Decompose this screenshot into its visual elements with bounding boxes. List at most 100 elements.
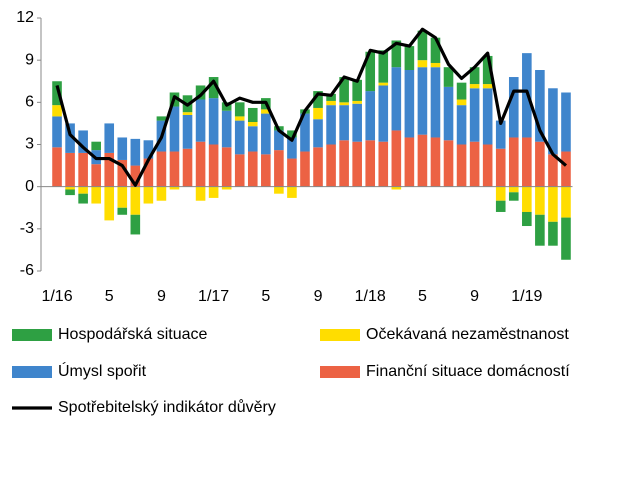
bar bbox=[78, 130, 88, 153]
bar bbox=[130, 214, 141, 235]
bar bbox=[561, 217, 571, 260]
bar bbox=[417, 67, 428, 135]
x-tick-label: 9 bbox=[157, 288, 166, 305]
bar bbox=[91, 141, 101, 151]
bar bbox=[339, 105, 349, 141]
bar bbox=[326, 93, 336, 101]
y-tick-label: 12 bbox=[16, 9, 34, 26]
bar bbox=[78, 186, 88, 194]
bar bbox=[365, 91, 376, 141]
bar bbox=[117, 186, 128, 208]
bar bbox=[247, 126, 258, 152]
bar bbox=[287, 158, 297, 187]
bar bbox=[378, 85, 389, 142]
bar bbox=[52, 116, 62, 148]
bar bbox=[482, 144, 493, 187]
bar bbox=[52, 105, 62, 117]
bar bbox=[313, 107, 323, 120]
bar bbox=[208, 186, 219, 198]
bar bbox=[208, 77, 219, 99]
bar bbox=[313, 91, 323, 108]
bar bbox=[274, 150, 284, 187]
legend-swatch bbox=[320, 329, 360, 341]
bar bbox=[495, 120, 506, 149]
bar bbox=[300, 151, 310, 187]
bar bbox=[195, 85, 206, 100]
bar bbox=[195, 186, 206, 201]
bar bbox=[287, 137, 297, 159]
bar bbox=[117, 159, 128, 187]
bar bbox=[274, 130, 284, 151]
bar bbox=[482, 88, 493, 145]
bar bbox=[365, 51, 376, 92]
bar bbox=[300, 113, 310, 152]
bar bbox=[469, 88, 480, 142]
bar bbox=[508, 77, 519, 138]
y-tick-label: 9 bbox=[25, 51, 34, 68]
y-tick-label: -3 bbox=[20, 220, 34, 237]
legend-label: Úmysl spořit bbox=[58, 361, 147, 380]
bar bbox=[234, 154, 245, 187]
legend-swatch bbox=[12, 329, 52, 341]
bar bbox=[234, 116, 245, 121]
bar bbox=[508, 192, 519, 201]
bar bbox=[221, 110, 232, 148]
bar bbox=[208, 98, 219, 145]
bar bbox=[143, 186, 154, 204]
x-tick-label: 5 bbox=[105, 288, 114, 305]
bar bbox=[156, 151, 167, 187]
bar bbox=[65, 152, 75, 187]
bar bbox=[182, 112, 193, 115]
bar bbox=[404, 46, 415, 71]
bar bbox=[495, 200, 506, 212]
bar bbox=[352, 141, 362, 187]
y-tick-label: 3 bbox=[25, 136, 34, 153]
legend-swatch bbox=[12, 366, 52, 378]
bar bbox=[548, 186, 558, 222]
bar bbox=[261, 154, 271, 187]
bar bbox=[443, 140, 454, 187]
bar bbox=[548, 88, 558, 155]
bar bbox=[339, 140, 349, 187]
bar bbox=[143, 140, 154, 159]
bar bbox=[247, 122, 258, 127]
y-tick-label: 0 bbox=[25, 178, 34, 195]
bar bbox=[391, 67, 402, 131]
bar bbox=[65, 123, 75, 153]
bar bbox=[261, 113, 271, 155]
legend-swatch bbox=[320, 366, 360, 378]
x-tick-label: 5 bbox=[261, 288, 270, 305]
bar bbox=[391, 130, 402, 187]
bar bbox=[404, 137, 415, 187]
bar bbox=[221, 147, 232, 187]
x-tick-label: 9 bbox=[314, 288, 323, 305]
bar bbox=[221, 186, 232, 190]
bar bbox=[117, 137, 128, 160]
bar bbox=[365, 140, 376, 187]
bar bbox=[78, 152, 88, 187]
bar bbox=[443, 86, 454, 141]
bar bbox=[208, 144, 219, 187]
bar bbox=[469, 67, 480, 85]
bar bbox=[469, 141, 480, 187]
bar bbox=[535, 70, 545, 142]
bar bbox=[339, 102, 349, 106]
bar bbox=[91, 164, 101, 187]
x-tick-label: 1/16 bbox=[41, 288, 72, 305]
bar bbox=[548, 154, 558, 187]
bar bbox=[522, 186, 532, 212]
bar bbox=[561, 92, 571, 152]
bar bbox=[430, 67, 441, 138]
bar bbox=[78, 193, 88, 204]
bar bbox=[91, 186, 101, 204]
bar bbox=[391, 40, 402, 68]
bar bbox=[508, 186, 519, 193]
bar bbox=[482, 55, 493, 85]
bar bbox=[274, 186, 284, 194]
x-tick-label: 5 bbox=[418, 288, 427, 305]
bar bbox=[326, 100, 336, 106]
bar bbox=[169, 151, 180, 187]
bar bbox=[352, 103, 362, 142]
bar bbox=[535, 186, 545, 215]
